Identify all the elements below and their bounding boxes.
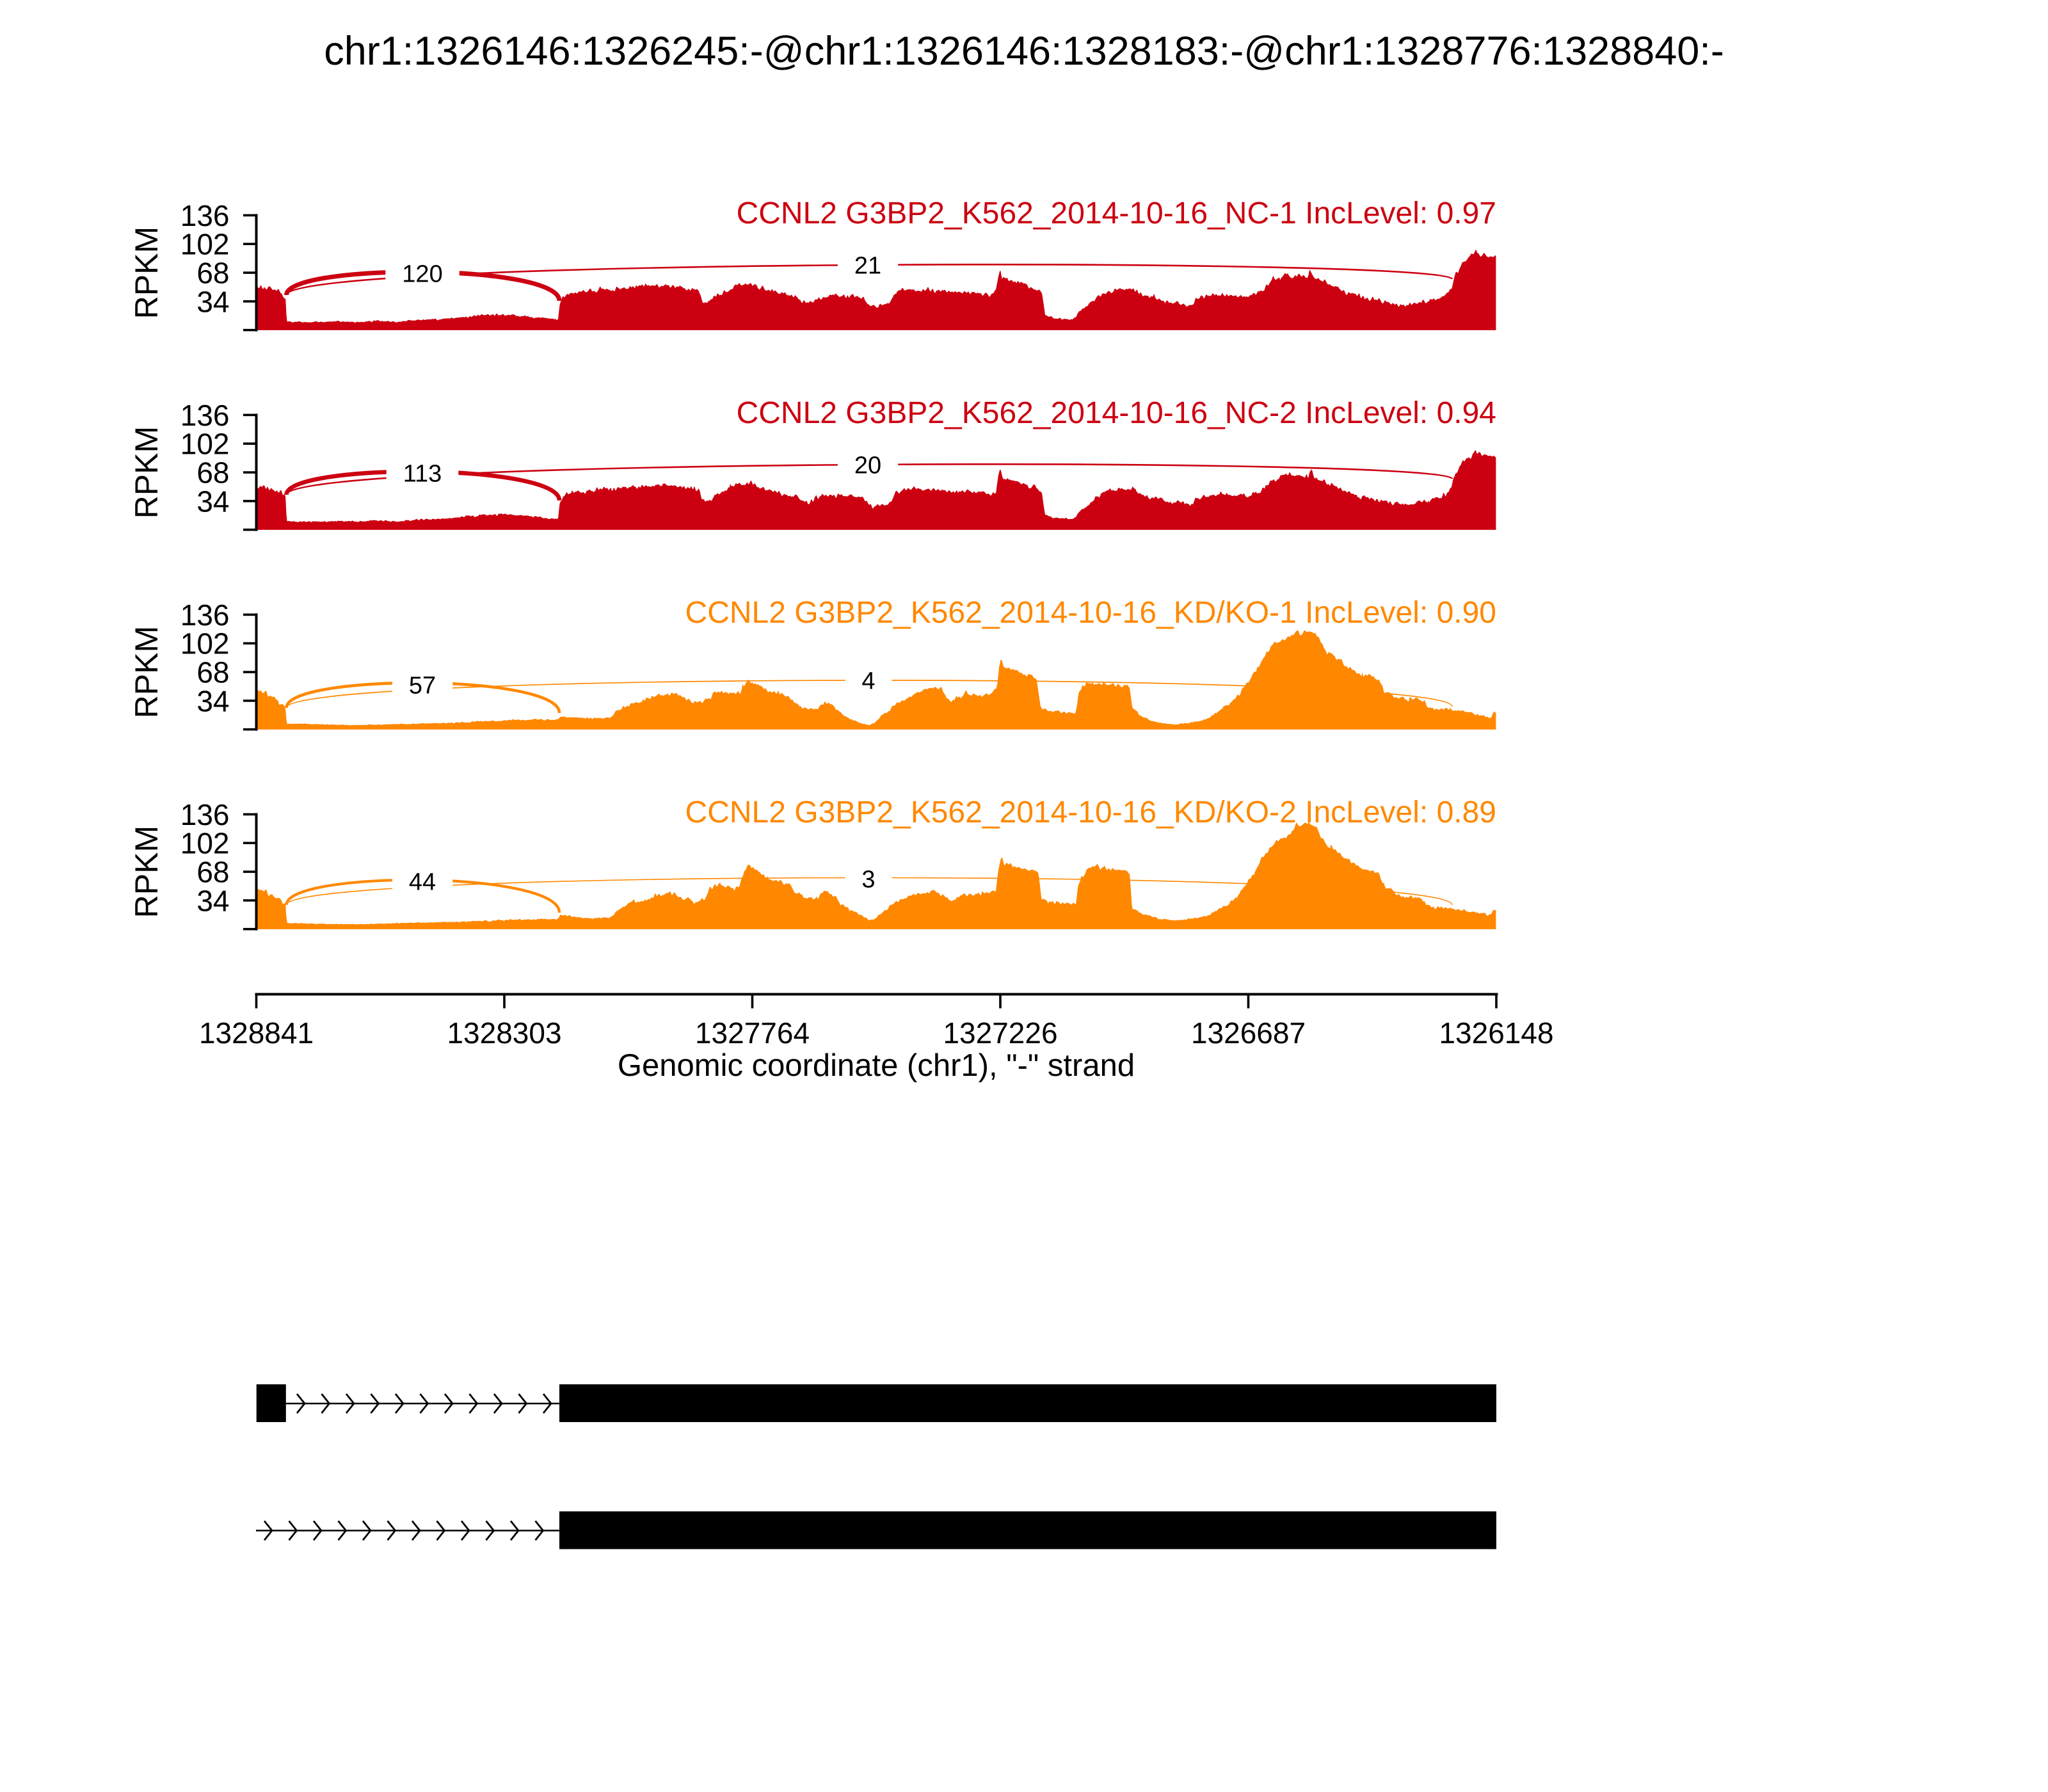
svg-text:34: 34 bbox=[196, 484, 229, 518]
svg-text:120: 120 bbox=[402, 261, 442, 288]
svg-text:68: 68 bbox=[196, 856, 229, 889]
svg-text:102: 102 bbox=[180, 228, 230, 261]
svg-text:136: 136 bbox=[180, 199, 230, 232]
svg-text:RPKM: RPKM bbox=[129, 626, 164, 718]
svg-text:20: 20 bbox=[854, 452, 881, 479]
svg-text:102: 102 bbox=[180, 627, 230, 660]
svg-text:102: 102 bbox=[180, 827, 230, 860]
svg-text:21: 21 bbox=[854, 253, 881, 280]
svg-text:136: 136 bbox=[180, 399, 230, 432]
svg-text:1328303: 1328303 bbox=[447, 1016, 561, 1050]
svg-text:1328841: 1328841 bbox=[199, 1016, 314, 1050]
svg-text:34: 34 bbox=[196, 684, 229, 717]
svg-text:CCNL2 G3BP2_K562_2014-10-16_KD: CCNL2 G3BP2_K562_2014-10-16_KD/KO-1 IncL… bbox=[685, 596, 1496, 630]
svg-text:3: 3 bbox=[861, 867, 875, 893]
svg-text:RPKM: RPKM bbox=[129, 426, 164, 518]
svg-text:68: 68 bbox=[196, 456, 229, 490]
svg-text:RPKM: RPKM bbox=[129, 826, 164, 918]
svg-text:1327764: 1327764 bbox=[695, 1016, 810, 1050]
svg-text:68: 68 bbox=[196, 257, 229, 290]
svg-text:68: 68 bbox=[196, 656, 229, 689]
svg-text:136: 136 bbox=[180, 798, 230, 831]
svg-text:34: 34 bbox=[196, 285, 229, 318]
svg-text:113: 113 bbox=[403, 461, 442, 488]
svg-text:Genomic coordinate (chr1), "-": Genomic coordinate (chr1), "-" strand bbox=[618, 1048, 1135, 1083]
svg-text:57: 57 bbox=[409, 673, 436, 700]
svg-text:34: 34 bbox=[196, 884, 229, 917]
svg-text:CCNL2 G3BP2_K562_2014-10-16_NC: CCNL2 G3BP2_K562_2014-10-16_NC-1 IncLeve… bbox=[737, 196, 1496, 230]
svg-text:4: 4 bbox=[861, 668, 875, 695]
svg-text:136: 136 bbox=[180, 598, 230, 632]
svg-text:1326687: 1326687 bbox=[1191, 1016, 1306, 1050]
svg-text:1327226: 1327226 bbox=[943, 1016, 1057, 1050]
svg-text:CCNL2 G3BP2_K562_2014-10-16_NC: CCNL2 G3BP2_K562_2014-10-16_NC-2 IncLeve… bbox=[737, 396, 1496, 430]
svg-text:1326148: 1326148 bbox=[1439, 1016, 1553, 1050]
svg-text:CCNL2 G3BP2_K562_2014-10-16_KD: CCNL2 G3BP2_K562_2014-10-16_KD/KO-2 IncL… bbox=[685, 796, 1496, 829]
svg-text:chr1:1326146:1326245:-@chr1:13: chr1:1326146:1326245:-@chr1:1326146:1328… bbox=[324, 29, 1724, 74]
svg-text:RPKM: RPKM bbox=[129, 227, 164, 319]
svg-text:102: 102 bbox=[180, 428, 230, 461]
svg-text:44: 44 bbox=[409, 869, 436, 896]
